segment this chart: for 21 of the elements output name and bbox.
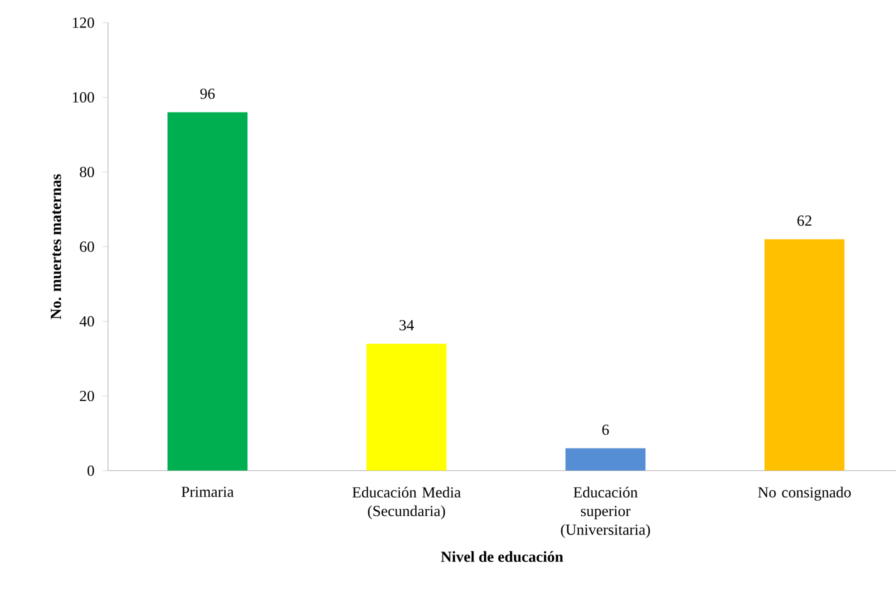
y-tick-label: 20 [80, 390, 94, 402]
bar [168, 112, 248, 471]
y-tick-label: 40 [80, 316, 94, 327]
y-tick-label: 60 [80, 242, 94, 252]
x-axis-title: Nivel de educación [440, 551, 564, 562]
x-tick-label: Primaria [182, 486, 234, 498]
data-label: 96 [200, 88, 215, 99]
y-tick-label: 100 [72, 92, 94, 103]
x-tick-label: Educación Media (Secundaria) [352, 486, 461, 520]
y-axis-title: No. muertes maternas [50, 174, 62, 320]
bar [764, 239, 844, 471]
bar [565, 448, 646, 471]
x-tick-label: Educación superior (Universitaria) [561, 486, 650, 538]
y-tick-label: 80 [80, 166, 94, 178]
bar [366, 344, 446, 471]
data-label: 62 [797, 216, 812, 226]
data-label: 6 [602, 424, 609, 435]
data-label: 34 [400, 320, 414, 330]
y-tick-label: 0 [88, 466, 94, 476]
x-tick-label: No consignado [758, 486, 851, 501]
y-tick-label: 120 [72, 18, 94, 28]
